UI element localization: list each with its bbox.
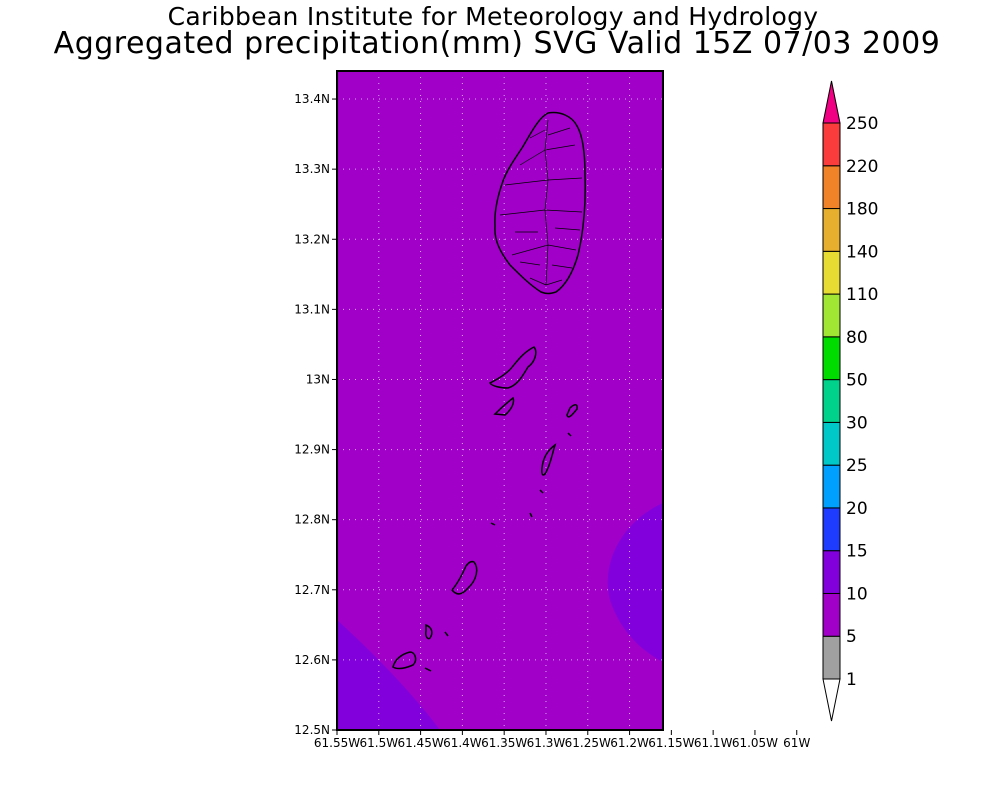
colorbar-level-label: 140 bbox=[846, 242, 878, 262]
colorbar-segment bbox=[822, 550, 841, 594]
colorbar-level-label: 110 bbox=[846, 285, 878, 305]
colorbar-segment bbox=[822, 421, 841, 466]
colorbar-segment bbox=[822, 464, 841, 509]
lat-tick-label: 12.8N bbox=[294, 513, 330, 527]
bequia-island bbox=[488, 346, 537, 389]
precip-area-southwest bbox=[337, 620, 440, 730]
colorbar-level-label: 30 bbox=[846, 413, 868, 433]
lon-tick-label: 61.35W bbox=[481, 736, 527, 750]
precip-area-east bbox=[607, 503, 663, 662]
colorbar-segment bbox=[822, 122, 841, 167]
lon-tick-label: 61.15W bbox=[648, 736, 694, 750]
chart-title: Caribbean Institute for Meteorology and … bbox=[167, 2, 819, 31]
lat-tick-label: 12.9N bbox=[294, 443, 330, 457]
lat-tick-label: 13.2N bbox=[294, 232, 330, 246]
lon-tick-label: 61.2W bbox=[610, 736, 649, 750]
colorbar-segment bbox=[822, 592, 841, 637]
colorbar-segment bbox=[822, 507, 841, 552]
mustique-island bbox=[493, 396, 515, 416]
colorbar-segment bbox=[822, 336, 841, 381]
map-background bbox=[337, 71, 663, 730]
colorbar-segment bbox=[822, 635, 841, 680]
colorbar-min-arrow bbox=[822, 678, 841, 722]
colorbar-segment bbox=[822, 208, 841, 252]
lon-tick-label: 61.4W bbox=[443, 736, 482, 750]
map-grid bbox=[337, 71, 663, 730]
coastlines bbox=[392, 111, 586, 672]
lat-tick-label: 12.7N bbox=[294, 583, 330, 597]
colorbar-level-label: 80 bbox=[846, 328, 868, 348]
lon-tick-label: 61W bbox=[783, 736, 810, 750]
colorbar-level-label: 220 bbox=[846, 157, 878, 177]
colorbar-segment bbox=[822, 379, 841, 423]
lat-tick-label: 13.3N bbox=[294, 162, 330, 176]
lat-tick-label: 12.5N bbox=[294, 723, 330, 737]
colorbar-level-label: 25 bbox=[846, 456, 868, 476]
st-vincent-ridges bbox=[499, 119, 583, 286]
map-axes: 12.5N 12.6N 12.7N 12.8N 12.9N 13N 13.1N 13.2N 13… bbox=[294, 92, 810, 750]
lat-tick-label: 13.4N bbox=[294, 92, 330, 106]
colorbar-max-arrow bbox=[822, 80, 841, 124]
colorbar-segment bbox=[822, 293, 841, 338]
lon-tick-label: 61.3W bbox=[527, 736, 566, 750]
map-frame bbox=[336, 70, 664, 731]
colorbar-segment bbox=[822, 165, 841, 210]
colorbar-level-label: 20 bbox=[846, 499, 868, 519]
lon-tick-label: 61.55W bbox=[314, 736, 360, 750]
lon-tick-label: 61.1W bbox=[694, 736, 733, 750]
colorbar-level-label: 180 bbox=[846, 200, 878, 220]
union-island bbox=[451, 560, 478, 595]
colorbar-segment bbox=[822, 250, 841, 295]
carriacou-island bbox=[392, 623, 449, 672]
colorbar-level-label: 50 bbox=[846, 371, 868, 391]
chart-subtitle: Aggregated precipitation(mm) SVG Valid 1… bbox=[53, 26, 941, 61]
st-vincent-island bbox=[494, 111, 586, 295]
colorbar-level-label: 1 bbox=[846, 670, 857, 690]
lat-tick-label: 12.6N bbox=[294, 653, 330, 667]
lat-tick-label: 13N bbox=[306, 372, 330, 386]
colorbar-level-label: 10 bbox=[846, 584, 868, 604]
colorbar-level-label: 15 bbox=[846, 542, 868, 562]
canouan-island bbox=[541, 404, 578, 476]
lon-tick-label: 61.25W bbox=[565, 736, 611, 750]
lon-tick-label: 61.5W bbox=[359, 736, 398, 750]
colorbar-level-label: 250 bbox=[846, 114, 878, 134]
small-islets bbox=[490, 432, 572, 526]
lat-tick-label: 13.1N bbox=[294, 302, 330, 316]
lon-tick-label: 61.05W bbox=[732, 736, 778, 750]
colorbar-level-label: 5 bbox=[846, 627, 857, 647]
lon-tick-label: 61.45W bbox=[397, 736, 443, 750]
